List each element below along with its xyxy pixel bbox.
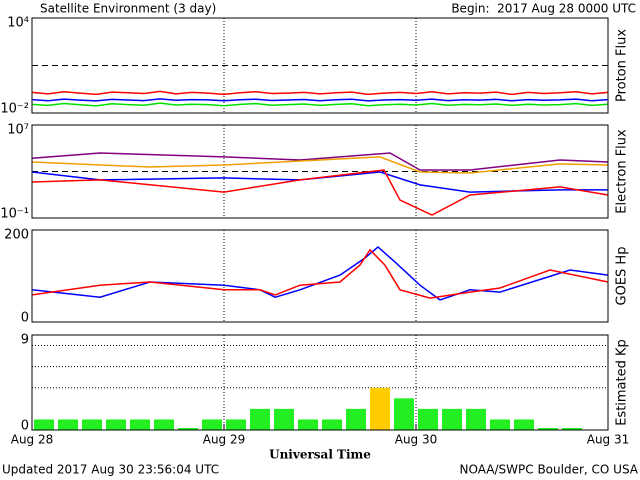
y-axis-label: Proton Flux bbox=[615, 29, 630, 102]
bar bbox=[418, 408, 438, 430]
bar bbox=[154, 419, 174, 430]
updated: Updated 2017 Aug 30 23:56:04 UTC bbox=[2, 463, 219, 477]
series-line bbox=[31, 90, 609, 96]
y-tick-label: 10⁻² bbox=[0, 102, 29, 117]
series-line bbox=[31, 169, 609, 216]
series-line bbox=[31, 98, 609, 102]
bar bbox=[370, 387, 390, 430]
x-tick-label: Aug 29 bbox=[203, 433, 246, 447]
y-tick-label: 9 bbox=[21, 333, 29, 348]
x-tick-label: Aug 30 bbox=[395, 433, 438, 447]
y-tick-label: 10⁴ bbox=[7, 16, 29, 31]
x-tick-label: Aug 31 bbox=[587, 433, 630, 447]
bar bbox=[226, 419, 246, 430]
bar bbox=[250, 408, 270, 430]
panel-frame bbox=[31, 124, 609, 219]
y-tick-label: 200 bbox=[4, 228, 29, 243]
credit: NOAA/SWPC Boulder, CO USA bbox=[460, 463, 639, 477]
bar bbox=[346, 408, 366, 430]
panel-frame bbox=[31, 17, 609, 114]
bar bbox=[538, 428, 558, 430]
bar bbox=[490, 419, 510, 430]
bar bbox=[298, 419, 318, 430]
y-axis-label: Estimated Kp bbox=[615, 339, 630, 426]
bar bbox=[130, 419, 150, 430]
panel-frame bbox=[31, 229, 609, 323]
bar bbox=[514, 419, 534, 430]
y-tick-label: 0 bbox=[21, 311, 29, 326]
x-axis-label: Universal Time bbox=[269, 448, 371, 462]
series-line bbox=[31, 152, 609, 171]
bar bbox=[106, 419, 126, 430]
bar bbox=[202, 419, 222, 430]
bar bbox=[58, 419, 78, 430]
series-line bbox=[31, 171, 608, 193]
panel-frame bbox=[31, 334, 609, 431]
series-line bbox=[31, 156, 609, 174]
bar bbox=[562, 428, 582, 430]
series-line bbox=[31, 248, 609, 299]
bar bbox=[442, 408, 462, 430]
begin-time: Begin: 2017 Aug 28 0000 UTC bbox=[451, 2, 636, 16]
bar bbox=[322, 419, 342, 430]
bar bbox=[34, 419, 54, 430]
bar bbox=[178, 428, 198, 430]
bar bbox=[274, 408, 294, 430]
bar bbox=[394, 398, 414, 430]
bar bbox=[82, 419, 102, 430]
y-axis-label: GOES Hp bbox=[615, 247, 630, 306]
series-line bbox=[31, 102, 609, 107]
y-tick-label: 0 bbox=[21, 419, 29, 434]
x-tick-label: Aug 28 bbox=[11, 433, 54, 447]
y-tick-label: 10⁻¹ bbox=[0, 207, 29, 222]
bar bbox=[466, 408, 486, 430]
chart-title: Satellite Environment (3 day) bbox=[40, 2, 216, 16]
y-axis-label: Electron Flux bbox=[615, 129, 630, 214]
y-tick-label: 10⁷ bbox=[7, 123, 29, 138]
